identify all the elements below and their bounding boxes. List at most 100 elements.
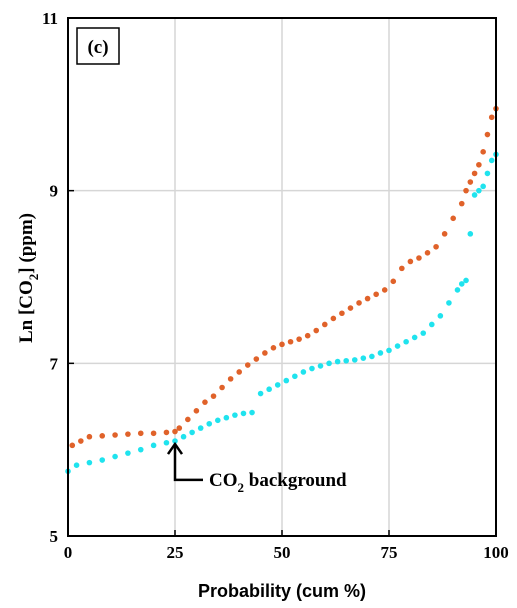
data-point	[339, 310, 345, 317]
data-point	[86, 459, 93, 466]
data-points	[65, 105, 499, 475]
data-point	[227, 376, 234, 382]
y-tick-label: 11	[42, 9, 58, 28]
data-point	[394, 343, 401, 349]
data-point	[304, 332, 311, 339]
data-point	[373, 291, 379, 298]
data-point	[240, 410, 247, 417]
series-2	[65, 151, 499, 475]
data-point	[86, 433, 93, 440]
data-point	[112, 432, 118, 438]
data-point	[244, 362, 251, 368]
data-point	[257, 390, 264, 397]
annotation-arrowhead	[166, 441, 184, 455]
data-point	[407, 258, 414, 265]
data-point	[253, 356, 260, 362]
data-point	[356, 300, 362, 306]
data-point	[463, 277, 469, 284]
data-point	[193, 408, 200, 414]
y-axis-title: Ln [CO2] (ppm)	[16, 213, 41, 343]
data-point	[296, 336, 302, 342]
data-point	[163, 439, 170, 446]
data-point	[279, 341, 285, 348]
data-point	[360, 355, 367, 361]
data-point	[185, 416, 191, 423]
data-point	[137, 430, 144, 437]
data-point	[202, 399, 208, 405]
x-tick-label: 25	[167, 543, 184, 562]
series-1	[69, 105, 499, 449]
data-point	[219, 384, 225, 391]
data-point	[206, 420, 213, 427]
tick-labels: 0 25 50 75 100 5 7 9 11	[42, 9, 509, 562]
data-point	[330, 315, 337, 322]
data-point	[458, 281, 465, 287]
data-point	[437, 313, 444, 319]
data-point	[326, 360, 332, 367]
data-point	[399, 265, 405, 272]
data-point	[150, 430, 157, 437]
data-point	[125, 450, 131, 456]
data-point	[416, 255, 422, 261]
y-tick-label: 9	[50, 182, 59, 201]
data-point	[197, 425, 204, 431]
data-point	[484, 170, 491, 177]
data-point	[99, 433, 106, 439]
data-point	[232, 412, 238, 418]
data-point	[274, 382, 281, 388]
data-point	[381, 287, 388, 293]
y-tick-label: 7	[50, 354, 59, 373]
x-tick-label: 100	[483, 543, 509, 562]
annotation-text-post: background	[244, 470, 347, 491]
x-tick-label: 50	[274, 543, 291, 562]
data-point	[292, 373, 298, 380]
annotation-text-pre: CO	[209, 470, 238, 491]
panel-label: (c)	[76, 27, 120, 65]
data-point	[420, 330, 427, 336]
panel-label-text: (c)	[87, 37, 108, 58]
data-point	[172, 428, 178, 435]
data-point	[236, 369, 242, 375]
data-point	[287, 338, 294, 345]
grid	[68, 18, 496, 536]
data-point	[347, 305, 354, 311]
data-point	[73, 462, 80, 469]
y-axis-title-post: ] (ppm)	[16, 213, 37, 274]
data-point	[390, 278, 397, 285]
data-point	[223, 414, 230, 421]
annotation-text: CO2 background	[209, 470, 347, 495]
data-point	[313, 327, 320, 334]
data-point	[283, 377, 290, 384]
data-point	[334, 358, 341, 365]
co2-background-annotation: CO2 background	[166, 441, 347, 495]
data-point	[446, 300, 452, 306]
data-point	[99, 457, 106, 463]
data-point	[112, 453, 118, 460]
data-point	[424, 250, 431, 256]
data-point	[467, 231, 474, 237]
data-point	[467, 179, 474, 185]
data-point	[369, 353, 375, 360]
data-point	[458, 200, 465, 207]
data-point	[172, 438, 178, 444]
y-axis-title-sub: 2	[26, 274, 41, 281]
x-axis-title: Probability (cum %)	[198, 581, 366, 601]
data-point	[429, 321, 435, 328]
x-tick-label: 75	[381, 543, 398, 562]
data-point	[484, 131, 491, 138]
data-point	[476, 161, 482, 168]
data-point	[150, 442, 157, 449]
data-point	[454, 287, 461, 293]
data-point	[471, 170, 478, 177]
data-point	[386, 347, 392, 354]
x-tick-label: 0	[64, 543, 73, 562]
y-axis-title-pre: Ln [CO	[16, 280, 37, 343]
data-point	[403, 338, 409, 345]
data-point	[249, 409, 255, 416]
data-point	[351, 357, 358, 363]
data-point	[125, 431, 131, 437]
y-tick-label: 5	[50, 527, 59, 546]
data-point	[364, 295, 371, 302]
data-point	[377, 350, 384, 356]
